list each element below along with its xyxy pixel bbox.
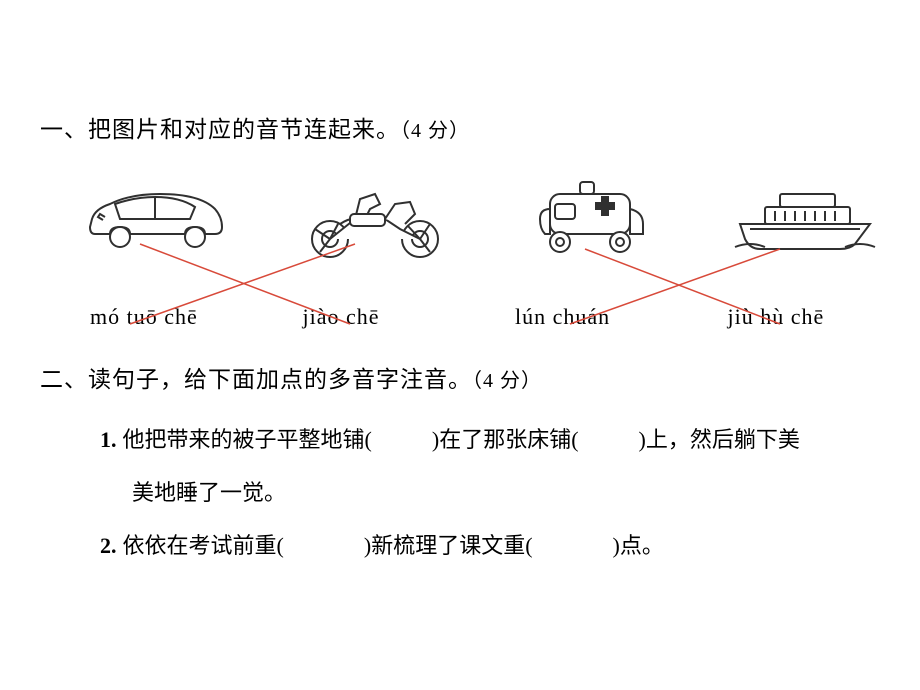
q1-text: 他把带来的被子平整地铺()在了那张床铺()上，然后躺下美: [123, 414, 800, 467]
q1-number: 1.: [100, 414, 117, 467]
section2-title-text: 二、读句子，给下面加点的多音字注音。: [40, 367, 472, 392]
q2-char-chong1: 重: [255, 533, 277, 558]
section1-title: 一、把图片和对应的音节连起来。（4 分）: [40, 110, 880, 144]
pinyin-1: mó tuō chē: [90, 304, 243, 330]
q1-paren2-open: (: [571, 427, 578, 452]
q2-tail: 点。: [620, 533, 664, 558]
q1-paren2-close: ): [639, 427, 646, 452]
section1-score: （4 分）: [400, 120, 470, 142]
car-icon: [80, 179, 230, 259]
q1-mid1: 在了那张床: [439, 427, 549, 452]
motorcycle-icon: [300, 174, 450, 264]
q2-text: 依依在考试前重()新梳理了课文重()点。: [123, 520, 664, 573]
q2-char-chong2: 重: [503, 533, 525, 558]
q1-part-a: 他把带来的被子平整地: [123, 427, 343, 452]
q1-char-pu2: 铺: [549, 427, 571, 452]
q2-paren2-open: (: [525, 533, 532, 558]
pinyin-4: jiù hù chē: [728, 304, 881, 330]
q1-paren1-open: (: [365, 427, 372, 452]
q2-paren1-open: (: [277, 533, 284, 558]
q1-char-pu1: 铺: [343, 427, 365, 452]
car-image: [80, 174, 230, 264]
q1-line2: 美地睡了一觉。: [100, 467, 880, 520]
q2-paren2-close: ): [613, 533, 620, 558]
q2-pre: 依依在考试前: [123, 533, 255, 558]
section2-score: （4 分）: [472, 370, 542, 392]
pinyin-3: lún chuán: [515, 304, 668, 330]
pinyin-row: mó tuō chē jiào chē lún chuán jiù hù chē: [40, 304, 880, 330]
q2-mid: 新梳理了课文: [371, 533, 503, 558]
q1-tail: 上，然后躺下美: [646, 427, 800, 452]
section1-title-text: 一、把图片和对应的音节连起来。: [40, 117, 400, 142]
q2-number: 2.: [100, 520, 117, 573]
motorcycle-image: [300, 174, 450, 264]
section2-body: 1. 他把带来的被子平整地铺()在了那张床铺()上，然后躺下美 美地睡了一觉。 …: [40, 414, 880, 572]
images-row: [40, 164, 880, 264]
q1-line1: 1. 他把带来的被子平整地铺()在了那张床铺()上，然后躺下美: [100, 414, 880, 467]
pinyin-2: jiào chē: [303, 304, 456, 330]
ambulance-image: [520, 174, 660, 264]
ship-icon: [730, 179, 880, 259]
ambulance-icon: [525, 174, 655, 264]
q2-line: 2. 依依在考试前重()新梳理了课文重()点。: [100, 520, 880, 573]
ship-image: [730, 174, 880, 264]
section2-title: 二、读句子，给下面加点的多音字注音。（4 分）: [40, 360, 880, 394]
